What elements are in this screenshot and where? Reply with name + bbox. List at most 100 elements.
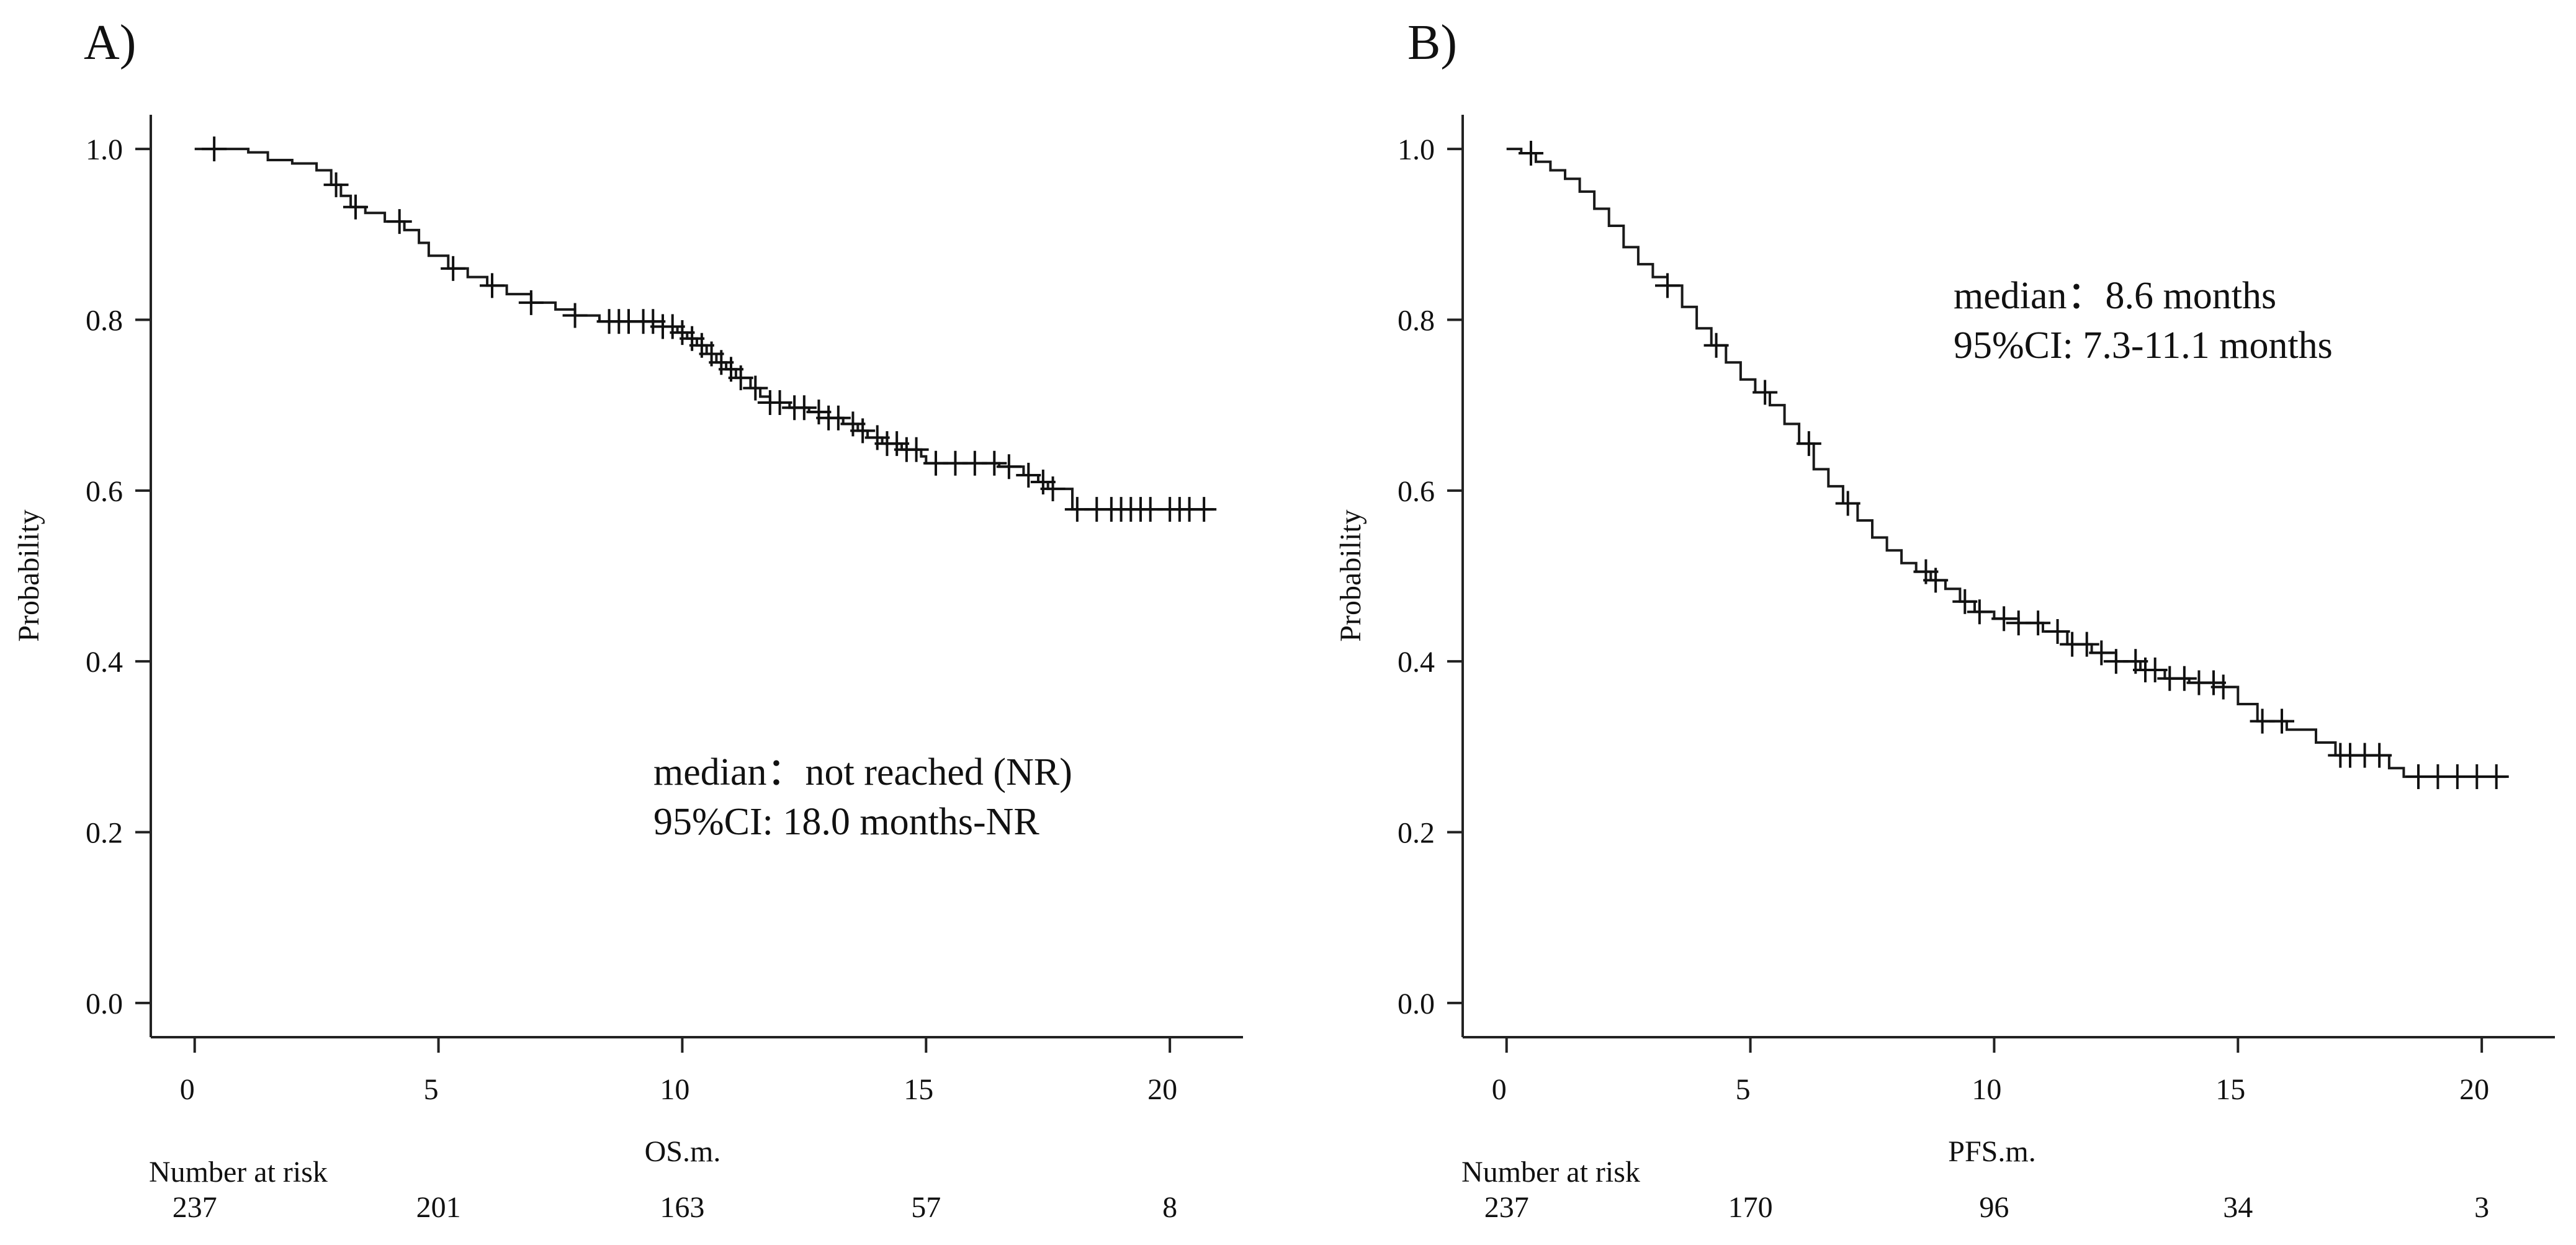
censor-mark [1016, 463, 1041, 488]
y-tick-label: 0.2 [1398, 817, 1435, 850]
censor-mark [343, 194, 368, 220]
number-at-risk-title: Number at risk [149, 1156, 328, 1189]
censor-mark [660, 314, 685, 339]
censor-mark [680, 326, 705, 351]
censor-mark [904, 437, 929, 462]
ci-annotation: 95%CI: 18.0 months-NR [653, 801, 1039, 843]
y-tick-label: 0.8 [86, 304, 123, 337]
censor-mark [825, 405, 851, 431]
y-tick-label: 0.6 [86, 475, 123, 508]
censor-mark [1835, 491, 1860, 516]
x-tick-label: 0 [1492, 1073, 1507, 1106]
x-tick-label: 0 [180, 1073, 195, 1106]
censor-mark [1040, 476, 1066, 502]
censor-mark [2089, 640, 2114, 666]
censor-mark [1655, 273, 1680, 298]
x-axis-title: OS.m. [645, 1135, 721, 1168]
risk-value: 34 [2223, 1191, 2253, 1224]
censor-mark [982, 450, 1007, 476]
panel-label-a: A) [84, 16, 136, 70]
censor-mark [996, 454, 1021, 480]
censor-mark [1519, 140, 1543, 166]
y-tick-label: 0.4 [1398, 646, 1435, 679]
km-curve-group [194, 136, 1217, 522]
censor-mark [1952, 589, 1978, 614]
median-annotation: median：8.6 months [1954, 275, 2276, 317]
x-tick-label: 5 [1736, 1073, 1751, 1106]
censor-mark [806, 399, 832, 425]
x-tick-label: 20 [1147, 1073, 1177, 1106]
censor-mark [1703, 332, 1729, 358]
censor-mark [1030, 470, 1056, 495]
censor-mark [441, 256, 466, 281]
y-axis-ticks: 0.0 0.2 0.4 0.6 0.8 1.0 [86, 133, 151, 1020]
x-tick-label: 15 [2215, 1073, 2245, 1106]
x-axis-ticks: 0 5 10 15 20 [180, 1037, 1177, 1106]
risk-value: 170 [1728, 1191, 1773, 1224]
censor-mark [1967, 599, 1992, 625]
censor-mark [2484, 764, 2509, 790]
censor-mark [2171, 666, 2197, 691]
risk-value: 163 [660, 1191, 704, 1224]
censor-mark [2045, 618, 2070, 644]
y-tick-label: 1.0 [86, 133, 123, 166]
y-tick-label: 0.4 [86, 646, 123, 679]
panel-b-pfs: B) 0.0 0.2 0.4 0.6 0.8 1.0 0 5 10 15 20 Probabili… [1334, 16, 2555, 1224]
censor-mark [767, 390, 792, 415]
censor-mark [2142, 657, 2168, 682]
y-tick-label: 0.2 [86, 817, 123, 850]
censor-mark [1192, 497, 1217, 522]
censor-mark [2210, 674, 2236, 700]
number-at-risk-row: 237 170 96 34 3 [1484, 1191, 2489, 1224]
censor-mark [1796, 431, 1821, 457]
risk-value: 96 [1979, 1191, 2009, 1224]
risk-value: 237 [1484, 1191, 1529, 1224]
censor-mark [1991, 606, 2017, 631]
censor-mark [1923, 568, 1949, 593]
censor-mark [480, 273, 505, 298]
median-annotation: median：not reached (NR) [653, 751, 1072, 793]
censor-mark [387, 209, 412, 234]
y-tick-label: 0.0 [86, 988, 123, 1020]
censor-mark [884, 431, 910, 457]
censor-mark [840, 411, 866, 437]
x-tick-label: 10 [660, 1073, 689, 1106]
risk-value: 237 [173, 1191, 217, 1224]
y-axis-title: Probability [1334, 509, 1367, 641]
censor-mark [2367, 743, 2392, 768]
x-tick-label: 20 [2459, 1073, 2489, 1106]
censor-mark [709, 350, 734, 375]
y-axis-ticks: 0.0 0.2 0.4 0.6 0.8 1.0 [1398, 133, 1463, 1020]
y-tick-label: 0.0 [1398, 988, 1435, 1020]
risk-value: 8 [1162, 1191, 1177, 1224]
panel-label-b: B) [1407, 16, 1457, 70]
censor-mark [864, 425, 890, 450]
x-tick-label: 10 [1972, 1073, 2001, 1106]
censor-mark [1752, 380, 1778, 405]
number-at-risk-row: 237 201 163 57 8 [173, 1191, 1177, 1224]
risk-value: 201 [416, 1191, 461, 1224]
km-step-line [1506, 148, 2506, 779]
y-tick-label: 0.6 [1398, 475, 1435, 508]
risk-value: 3 [2474, 1191, 2489, 1224]
censor-mark [670, 320, 695, 346]
censor-mark [728, 365, 753, 391]
y-axis-title: Probability [12, 509, 45, 641]
km-step-line [194, 148, 1214, 511]
panel-a-os: A) 0.0 0.2 0.4 0.6 0.8 1.0 0 5 10 15 20 Probabili… [12, 16, 1243, 1224]
censor-mark [323, 172, 349, 197]
censor-mark [2026, 610, 2051, 636]
x-tick-label: 15 [904, 1073, 933, 1106]
censor-mark [743, 375, 768, 401]
x-axis-title: PFS.m. [1948, 1135, 2035, 1168]
censor-mark [2074, 631, 2099, 657]
risk-value: 57 [911, 1191, 941, 1224]
number-at-risk-title: Number at risk [1461, 1156, 1640, 1189]
y-tick-label: 1.0 [1398, 133, 1435, 166]
censor-mark [518, 290, 544, 315]
censor-mark [640, 309, 666, 334]
km-curve-group [1506, 140, 2509, 790]
x-tick-label: 5 [424, 1073, 439, 1106]
y-tick-label: 0.8 [1398, 304, 1435, 337]
